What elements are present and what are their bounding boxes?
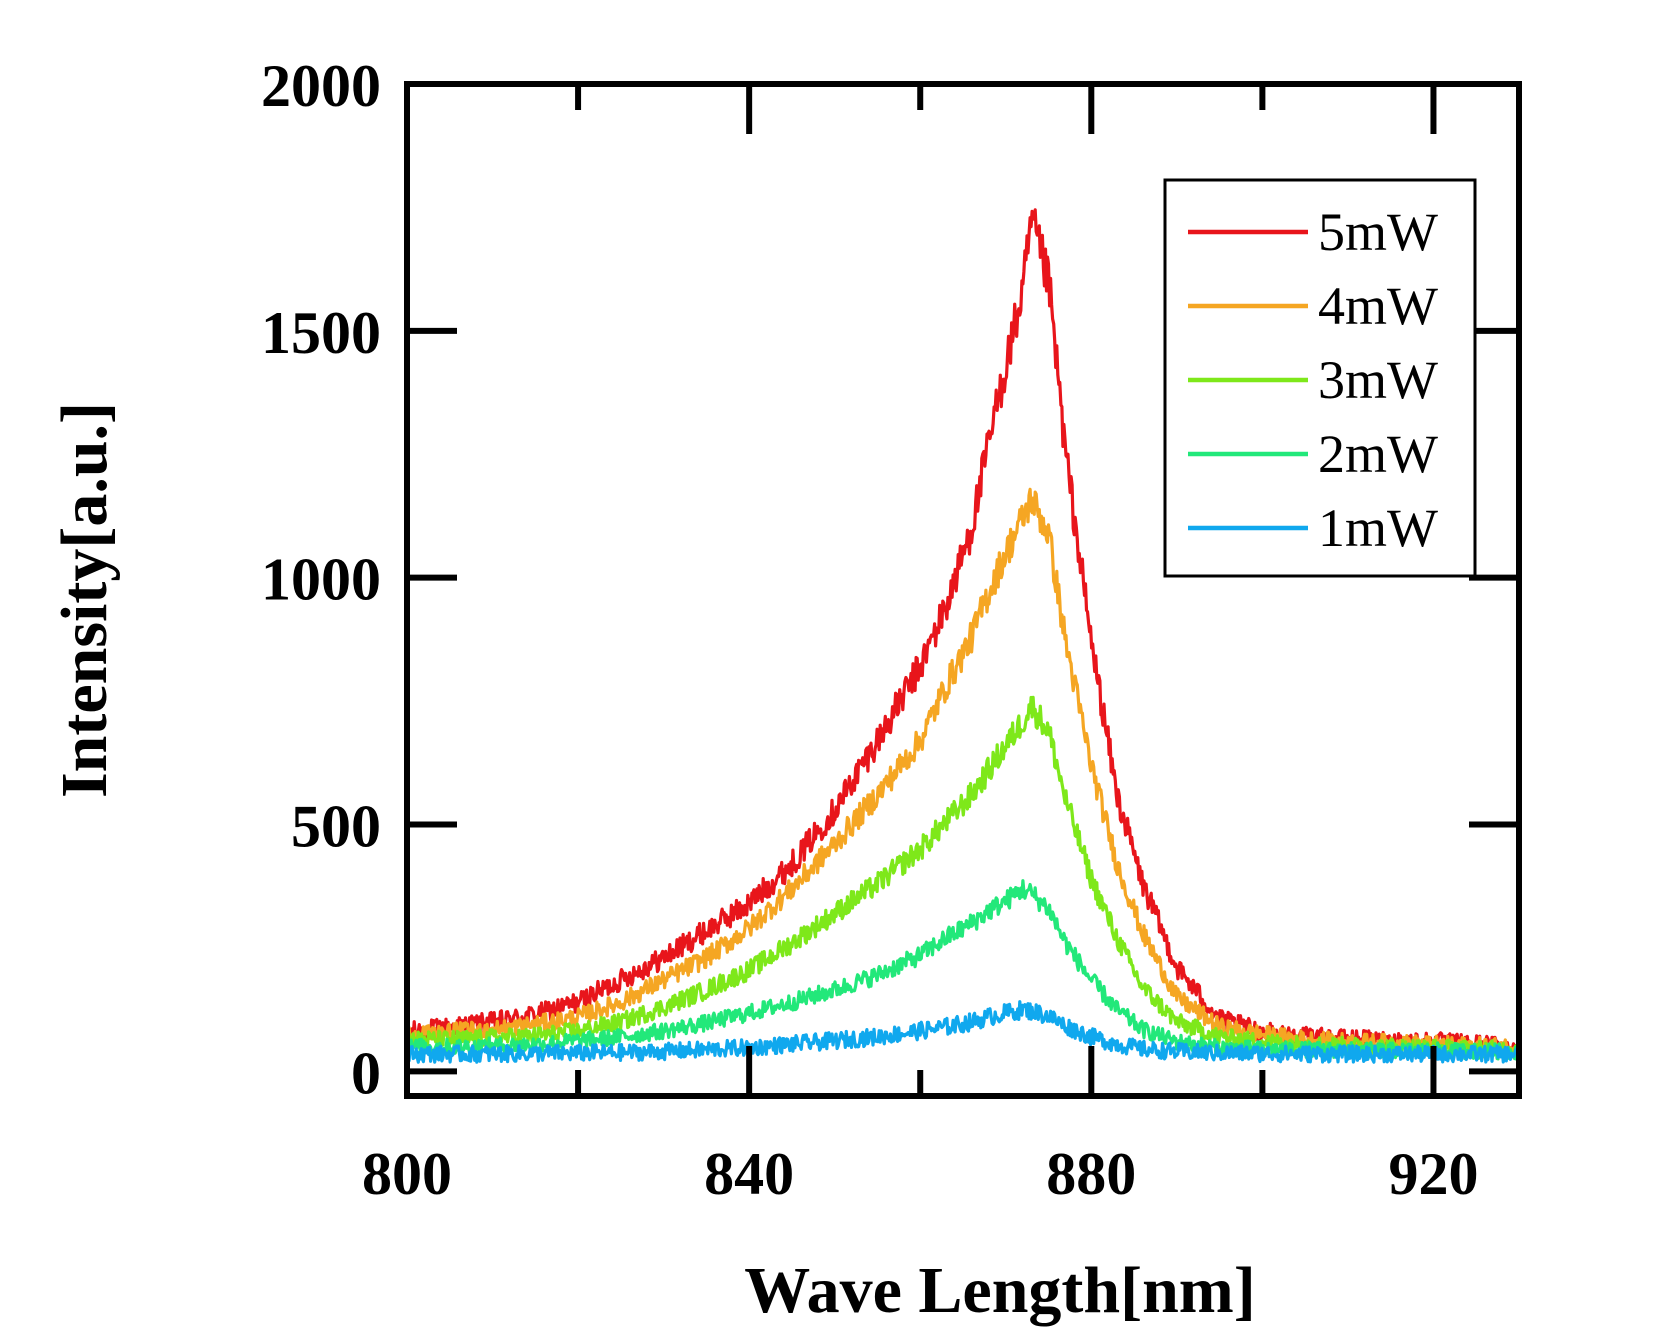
y-tick-label-0: 0 bbox=[351, 1040, 381, 1106]
legend: 5mW 4mW 3mW 2mW 1mW bbox=[1163, 178, 1477, 578]
legend-label-1mW: 1mW bbox=[1318, 498, 1438, 558]
series-1mW-line bbox=[405, 1000, 1521, 1064]
y-axis-title: Intensity[a.u.] bbox=[48, 402, 121, 798]
y-tick-label-1500: 1500 bbox=[261, 300, 381, 366]
x-tick-label-840: 840 bbox=[704, 1141, 794, 1207]
y-tick-label-500: 500 bbox=[291, 793, 381, 859]
legend-label-4mW: 4mW bbox=[1318, 276, 1438, 336]
x-tick-label-880: 880 bbox=[1046, 1141, 1136, 1207]
legend-label-3mW: 3mW bbox=[1318, 350, 1438, 410]
y-tick-label-1000: 1000 bbox=[261, 547, 381, 613]
x-tick-label-800: 800 bbox=[362, 1141, 452, 1207]
x-axis-title: Wave Length[nm] bbox=[744, 1254, 1256, 1327]
tick-labels-layer: 800 840 880 920 0 500 1000 1500 2000 bbox=[261, 53, 1478, 1207]
legend-label-5mW: 5mW bbox=[1318, 202, 1438, 262]
legend-label-2mW: 2mW bbox=[1318, 424, 1438, 484]
series-layer bbox=[405, 208, 1521, 1064]
x-tick-label-920: 920 bbox=[1388, 1141, 1478, 1207]
plot-frame bbox=[404, 81, 1522, 1099]
y-tick-label-2000: 2000 bbox=[261, 53, 381, 119]
